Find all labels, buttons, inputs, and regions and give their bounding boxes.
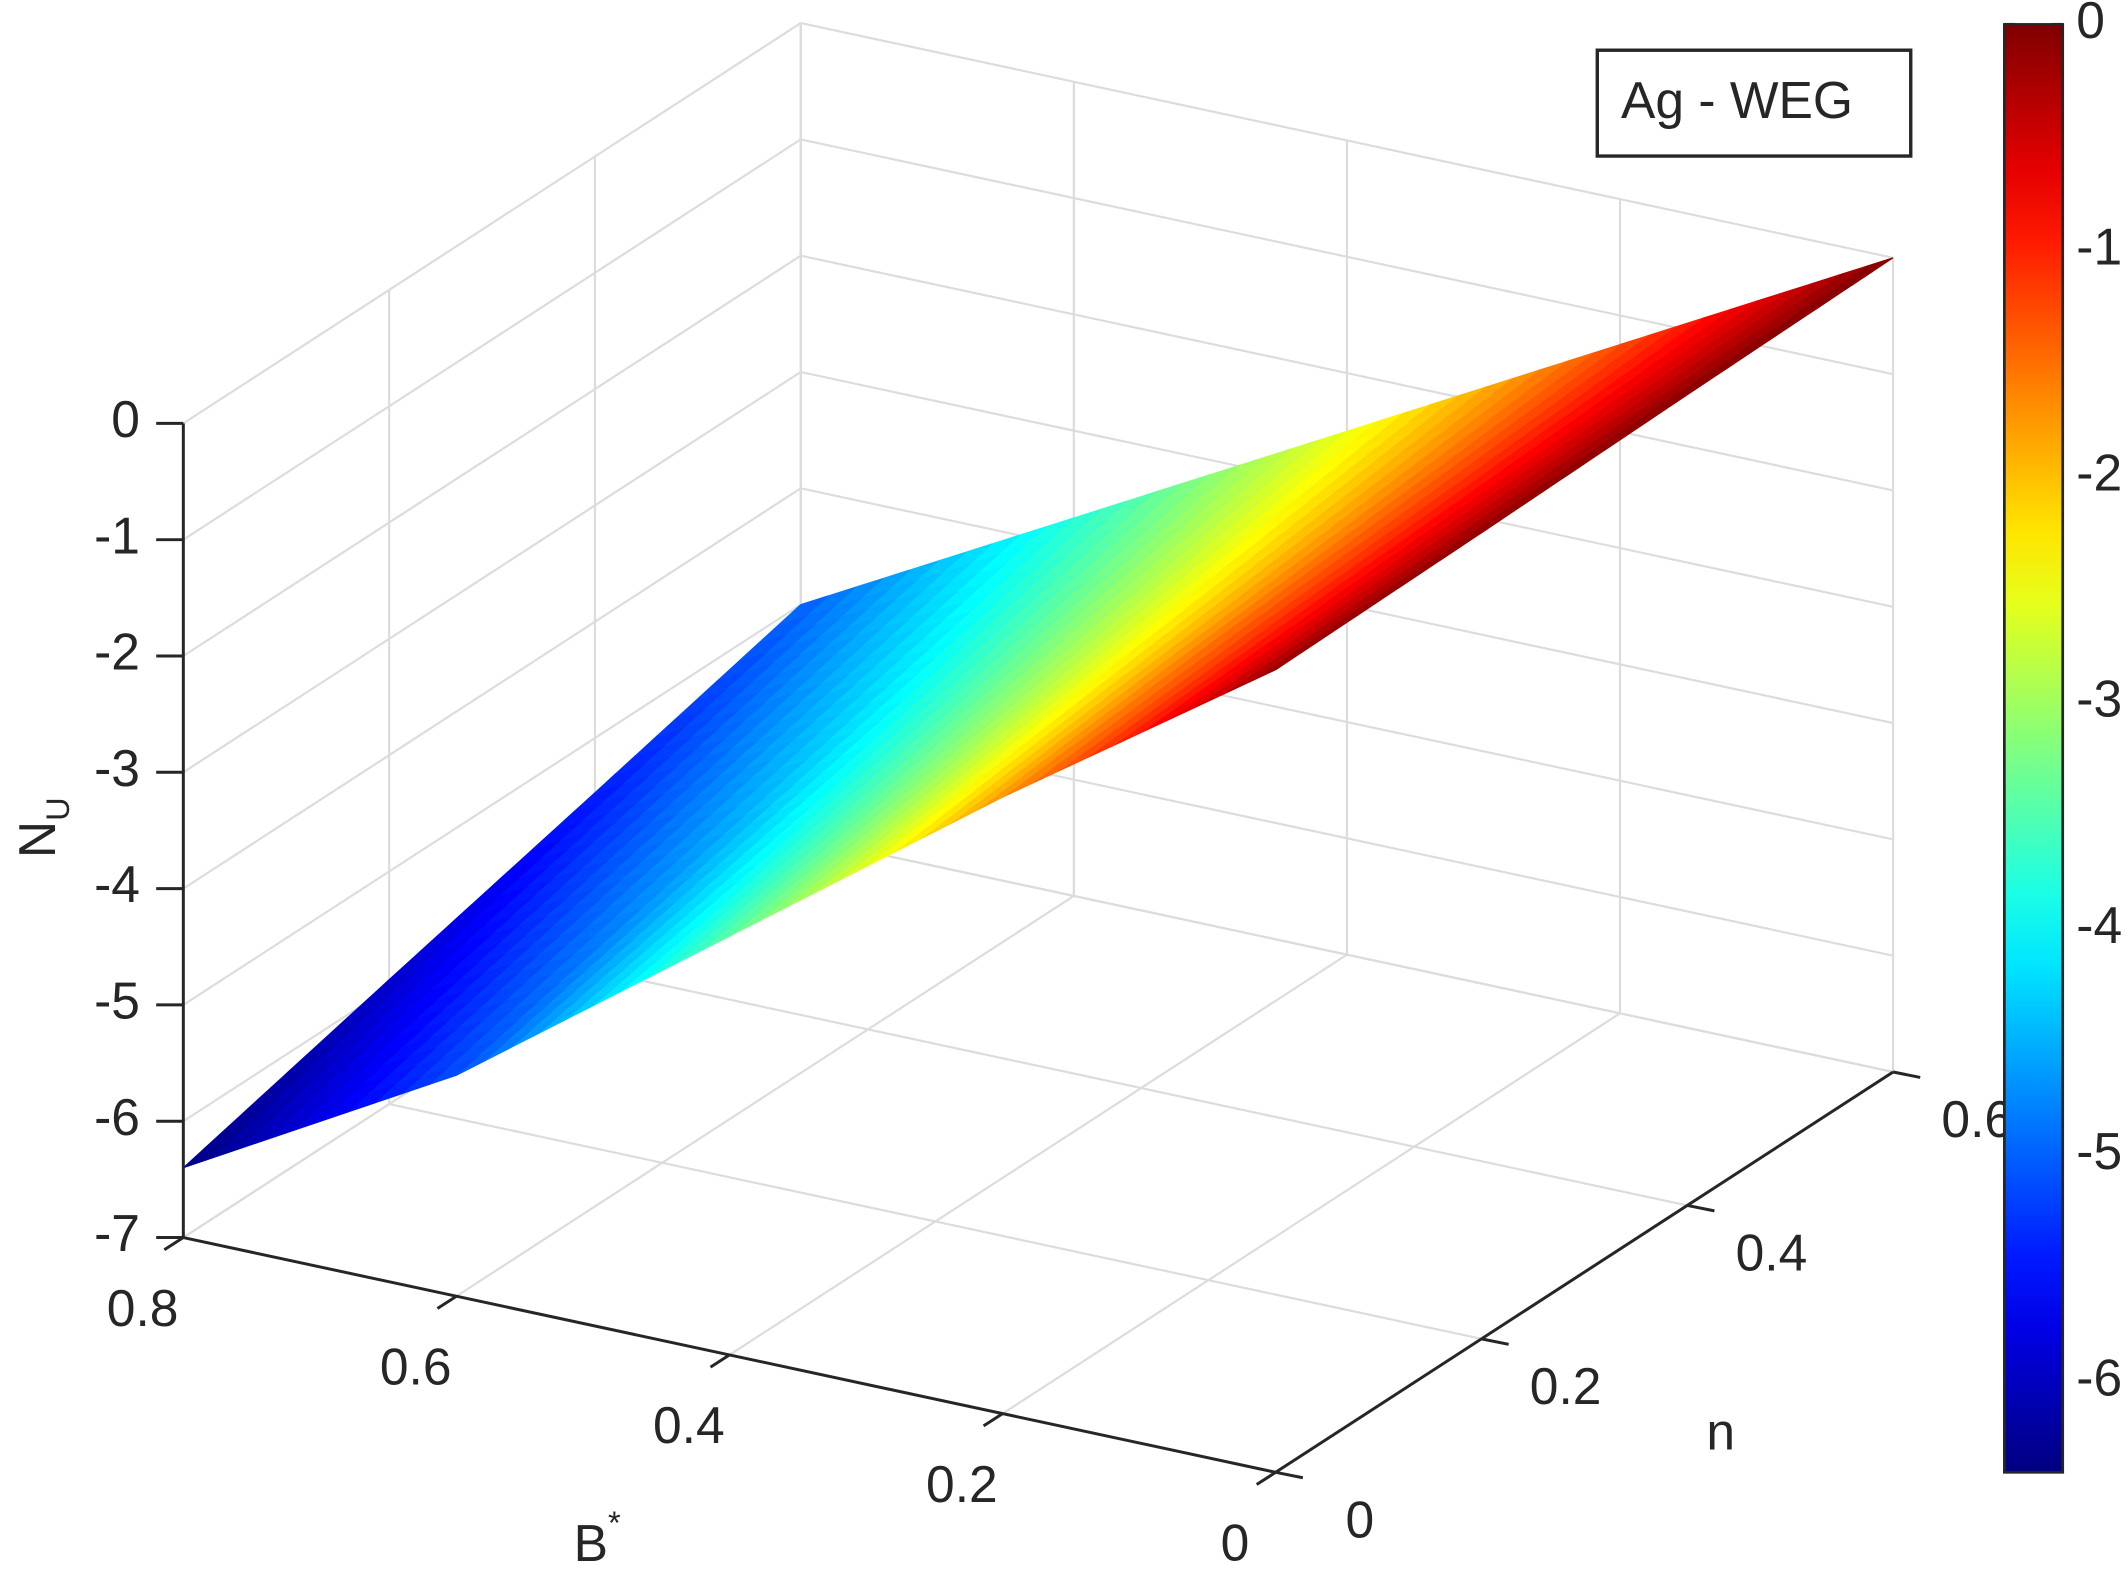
grid-line [728, 953, 1348, 1356]
grid-line [182, 22, 802, 425]
y-tick [1892, 1070, 1921, 1079]
z-tick-label: -4 [94, 855, 140, 913]
z-axis-label: NU [7, 797, 75, 858]
grid-line [182, 138, 802, 541]
colorbar-tick-label: -5 [2076, 1122, 2122, 1180]
x-tick [1255, 1471, 1277, 1486]
y-tick-label: 0.4 [1736, 1224, 1808, 1282]
x-axis-label: B* [574, 1505, 621, 1570]
y-tick [1687, 1203, 1715, 1213]
grid-line [182, 371, 802, 774]
z-axis-label-sub: U [39, 797, 75, 821]
grid-line [1002, 1012, 1621, 1415]
x-axis-label-sup: * [608, 1505, 621, 1541]
z-tick-label: -3 [94, 739, 140, 797]
legend-box [1595, 48, 1913, 158]
z-tick-label: -6 [94, 1088, 140, 1146]
colorbar-tick-label: -1 [2076, 217, 2122, 275]
z-tick-label: -1 [94, 506, 140, 564]
colorbar [2003, 23, 2065, 1474]
colorbar-tick-label: -2 [2076, 444, 2122, 502]
y-tick-label: 0.6 [1941, 1090, 2013, 1148]
y-axis [1274, 1070, 1894, 1474]
colorbar-tick-label: -6 [2076, 1348, 2122, 1406]
surface-patch [779, 595, 829, 624]
x-tick-label: 0.6 [380, 1337, 452, 1395]
x-tick [982, 1412, 1004, 1428]
z-tick-label: 0 [111, 390, 140, 448]
z-tick-label: -2 [94, 623, 140, 681]
x-tick-label: 0.4 [653, 1396, 725, 1454]
x-axis-label-text: B [574, 1514, 608, 1570]
grid-line [455, 895, 1075, 1298]
colorbar-tick-label: 0 [2076, 0, 2105, 49]
z-axis-label-text: N [7, 821, 65, 858]
y-tick-label: 0 [1345, 1490, 1374, 1548]
colorbar-tick-label: -3 [2076, 670, 2122, 728]
y-tick-label: 0.2 [1530, 1357, 1602, 1415]
x-tick-label: 0.2 [926, 1455, 998, 1513]
grid-line [800, 836, 1894, 1074]
x-tick [709, 1353, 731, 1369]
y-tick [1481, 1337, 1509, 1346]
grid-line [182, 487, 802, 890]
x-tick-label: 0 [1221, 1514, 1250, 1570]
grid-line [182, 254, 802, 657]
grid-line [388, 1103, 1482, 1340]
colorbar-tick-label: -4 [2076, 896, 2122, 954]
legend-text: Ag - WEG [1621, 71, 1853, 129]
z-tick-label: -7 [94, 1204, 140, 1262]
surface-patch [1844, 257, 1894, 281]
x-tick-label: 0.8 [107, 1279, 179, 1337]
grid-line [594, 969, 1688, 1207]
grid-line [182, 603, 802, 1006]
z-tick-label: -5 [94, 972, 140, 1030]
y-axis-label: n [1706, 1402, 1735, 1460]
x-tick [163, 1236, 185, 1252]
x-tick [436, 1294, 458, 1310]
y-tick [1275, 1470, 1304, 1480]
